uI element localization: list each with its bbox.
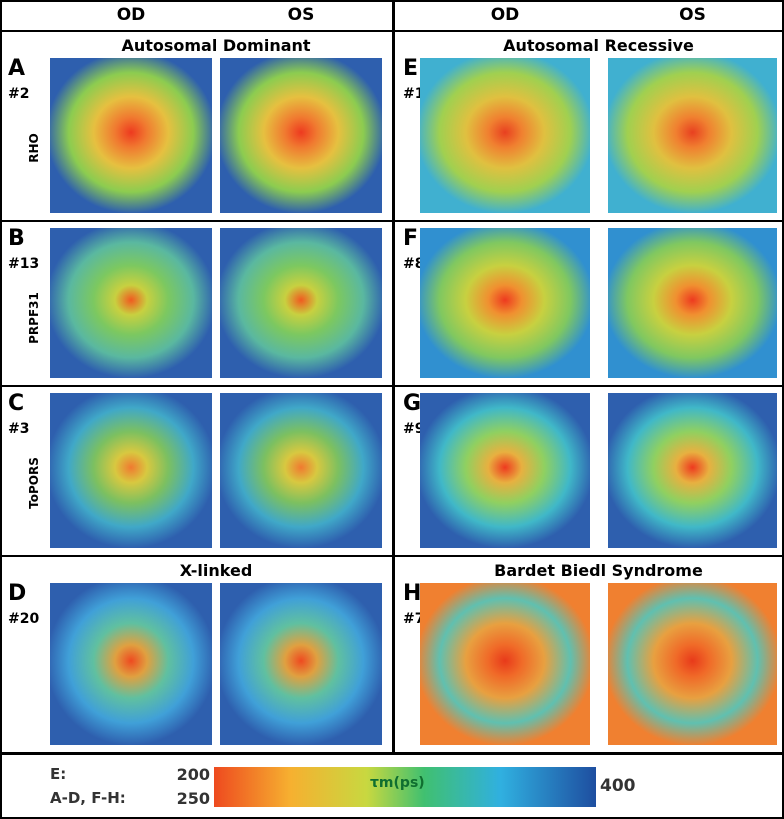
fundus-image xyxy=(420,58,590,213)
gene-label: PRPF31 xyxy=(27,292,41,344)
column-header: OS xyxy=(287,5,315,25)
panel-letter: B xyxy=(8,226,25,251)
section-title: Autosomal Dominant xyxy=(121,36,311,55)
section-title: Autosomal Recessive xyxy=(503,36,694,55)
patient-id: #20 xyxy=(8,611,40,627)
section-title: X-linked xyxy=(179,561,253,580)
panel-letter: D xyxy=(8,581,27,606)
panel-letter: C xyxy=(8,391,25,416)
patient-id: #9 xyxy=(403,421,425,437)
scale-label: A-D, F-H: xyxy=(50,789,126,807)
rule xyxy=(0,30,784,32)
colorbar xyxy=(214,767,596,807)
fundus-image xyxy=(50,583,212,745)
rule xyxy=(0,752,784,755)
scale-label: E: xyxy=(50,765,67,783)
scale-min: 250 xyxy=(176,789,210,808)
fundus-image xyxy=(220,228,382,378)
column-header: OD xyxy=(490,5,520,25)
patient-id: #8 xyxy=(403,256,425,272)
patient-id: #2 xyxy=(8,86,30,102)
panel-letter: G xyxy=(403,391,422,416)
fundus-image xyxy=(608,58,777,213)
scale-max: 400 xyxy=(600,776,636,796)
fundus-image xyxy=(50,58,212,213)
gene-label: ToPORS xyxy=(27,457,41,509)
panel-letter: E xyxy=(403,56,419,81)
column-header: OS xyxy=(679,5,706,25)
rule xyxy=(0,555,784,557)
panel-letter: F xyxy=(403,226,419,251)
fundus-image xyxy=(50,228,212,378)
rule xyxy=(782,0,784,819)
fundus-image xyxy=(608,583,777,745)
colorbar-title: τm(ps) xyxy=(370,775,425,791)
rule xyxy=(0,220,784,222)
rule xyxy=(392,0,395,752)
column-header: OD xyxy=(116,5,146,25)
fundus-image xyxy=(608,393,777,548)
fundus-image xyxy=(420,228,590,378)
fundus-image xyxy=(220,58,382,213)
section-title: Bardet Biedl Syndrome xyxy=(494,561,703,580)
fundus-image xyxy=(220,583,382,745)
panel-letter: H xyxy=(403,581,422,606)
rule xyxy=(0,817,784,819)
gene-label: RHO xyxy=(27,133,41,163)
patient-id: #13 xyxy=(8,256,40,272)
scale-min: 200 xyxy=(176,765,210,784)
fundus-image xyxy=(608,228,777,378)
rule xyxy=(0,0,2,819)
fundus-image xyxy=(420,583,590,745)
fundus-image xyxy=(420,393,590,548)
panel-letter: A xyxy=(8,56,26,81)
fundus-image xyxy=(50,393,212,548)
rule xyxy=(0,385,784,387)
patient-id: #3 xyxy=(8,421,30,437)
patient-id: #7 xyxy=(403,611,425,627)
fundus-image xyxy=(220,393,382,548)
